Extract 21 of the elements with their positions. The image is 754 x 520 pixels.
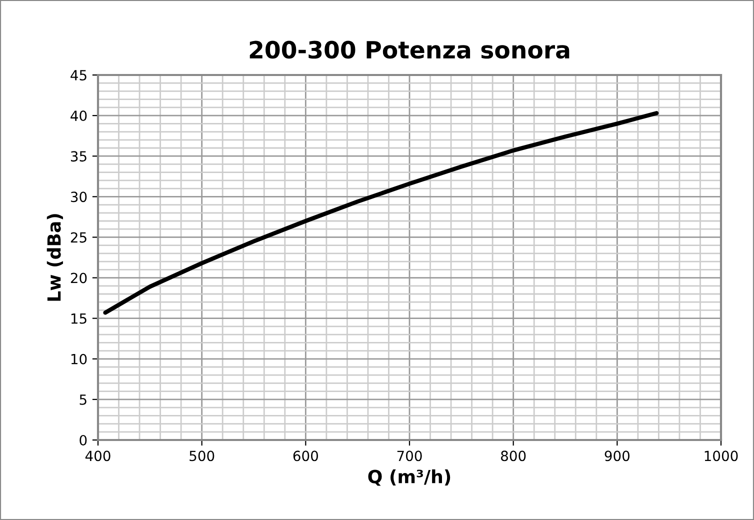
- x-tick-label: 900: [604, 450, 630, 462]
- y-tick-label: 5: [80, 394, 86, 405]
- y-tick-label: 40: [70, 110, 87, 122]
- y-tick-label: 20: [70, 272, 87, 284]
- x-tick-label: 600: [293, 450, 318, 462]
- chart-title: 200-300 Potenza sonora: [250, 40, 570, 59]
- line-series: [103, 111, 659, 315]
- x-tick-label: 500: [190, 450, 214, 462]
- y-tick-label: 15: [71, 313, 86, 324]
- y-tick-label: 10: [71, 354, 87, 364]
- x-tick-label: 400: [85, 450, 110, 462]
- y-axis-title: Lw (dBa): [46, 214, 63, 301]
- x-axis-title: Q (m³/h): [368, 469, 450, 486]
- x-tick-label: 1000: [704, 450, 738, 462]
- x-tick-label: 800: [501, 450, 526, 462]
- y-tick-label: 25: [70, 232, 86, 243]
- y-tick-label: 30: [70, 192, 87, 202]
- y-tick-label: 45: [70, 70, 86, 80]
- y-tick-label: 0: [80, 434, 87, 446]
- x-tick-label: 700: [397, 450, 422, 462]
- y-tick-label: 35: [70, 151, 86, 162]
